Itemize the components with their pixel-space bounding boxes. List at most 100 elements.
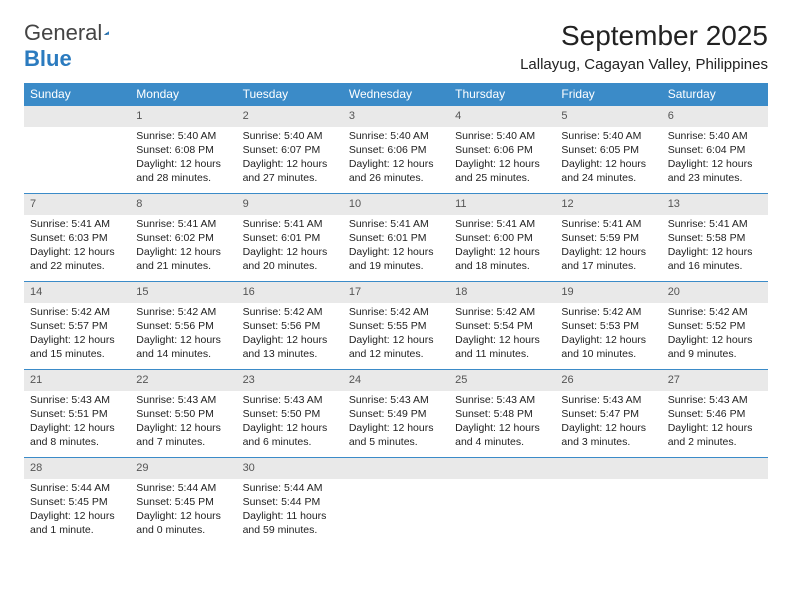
day-body: Sunrise: 5:40 AMSunset: 6:08 PMDaylight:…: [130, 127, 236, 190]
sunrise-text: Sunrise: 5:41 AM: [668, 217, 762, 231]
sunrise-text: Sunrise: 5:43 AM: [455, 393, 549, 407]
day-number: 12: [555, 194, 661, 215]
weekday-header: Sunday: [24, 83, 130, 106]
daylight-text: Daylight: 12 hours and 13 minutes.: [243, 333, 337, 361]
daylight-text: Daylight: 12 hours and 22 minutes.: [30, 245, 124, 273]
sunrise-text: Sunrise: 5:43 AM: [136, 393, 230, 407]
calendar-day-cell: 23Sunrise: 5:43 AMSunset: 5:50 PMDayligh…: [237, 370, 343, 458]
calendar-day-cell: 30Sunrise: 5:44 AMSunset: 5:44 PMDayligh…: [237, 458, 343, 546]
daylight-text: Daylight: 12 hours and 9 minutes.: [668, 333, 762, 361]
day-body: Sunrise: 5:42 AMSunset: 5:56 PMDaylight:…: [130, 303, 236, 366]
day-number: 22: [130, 370, 236, 391]
day-number: 25: [449, 370, 555, 391]
logo-triangle-icon: [104, 24, 109, 42]
calendar-day-cell: 26Sunrise: 5:43 AMSunset: 5:47 PMDayligh…: [555, 370, 661, 458]
day-body: Sunrise: 5:42 AMSunset: 5:56 PMDaylight:…: [237, 303, 343, 366]
weekday-header: Friday: [555, 83, 661, 106]
logo-text-1: General: [24, 20, 102, 46]
daylight-text: Daylight: 12 hours and 24 minutes.: [561, 157, 655, 185]
sunset-text: Sunset: 6:01 PM: [243, 231, 337, 245]
calendar-day-cell: 9Sunrise: 5:41 AMSunset: 6:01 PMDaylight…: [237, 194, 343, 282]
day-body: Sunrise: 5:43 AMSunset: 5:50 PMDaylight:…: [130, 391, 236, 454]
calendar-day-cell: 7Sunrise: 5:41 AMSunset: 6:03 PMDaylight…: [24, 194, 130, 282]
weekday-header: Saturday: [662, 83, 768, 106]
daylight-text: Daylight: 12 hours and 5 minutes.: [349, 421, 443, 449]
brand-logo: General: [24, 20, 132, 46]
daylight-text: Daylight: 12 hours and 2 minutes.: [668, 421, 762, 449]
calendar-week-row: 14Sunrise: 5:42 AMSunset: 5:57 PMDayligh…: [24, 282, 768, 370]
calendar-day-cell: 27Sunrise: 5:43 AMSunset: 5:46 PMDayligh…: [662, 370, 768, 458]
calendar-day-cell: 2Sunrise: 5:40 AMSunset: 6:07 PMDaylight…: [237, 106, 343, 194]
day-body: Sunrise: 5:44 AMSunset: 5:45 PMDaylight:…: [24, 479, 130, 542]
sunset-text: Sunset: 5:50 PM: [136, 407, 230, 421]
day-number: 10: [343, 194, 449, 215]
calendar-week-row: 7Sunrise: 5:41 AMSunset: 6:03 PMDaylight…: [24, 194, 768, 282]
location-subtitle: Lallayug, Cagayan Valley, Philippines: [520, 56, 768, 73]
day-body: Sunrise: 5:43 AMSunset: 5:50 PMDaylight:…: [237, 391, 343, 454]
day-number: 15: [130, 282, 236, 303]
sunset-text: Sunset: 5:52 PM: [668, 319, 762, 333]
day-number: 20: [662, 282, 768, 303]
sunset-text: Sunset: 5:44 PM: [243, 495, 337, 509]
sunset-text: Sunset: 5:51 PM: [30, 407, 124, 421]
day-body: Sunrise: 5:41 AMSunset: 6:00 PMDaylight:…: [449, 215, 555, 278]
day-body: Sunrise: 5:42 AMSunset: 5:52 PMDaylight:…: [662, 303, 768, 366]
sunrise-text: Sunrise: 5:40 AM: [561, 129, 655, 143]
calendar-day-cell: 4Sunrise: 5:40 AMSunset: 6:06 PMDaylight…: [449, 106, 555, 194]
sunset-text: Sunset: 6:01 PM: [349, 231, 443, 245]
sunset-text: Sunset: 5:54 PM: [455, 319, 549, 333]
sunrise-text: Sunrise: 5:41 AM: [136, 217, 230, 231]
sunrise-text: Sunrise: 5:41 AM: [30, 217, 124, 231]
day-number: 16: [237, 282, 343, 303]
calendar-day-cell: 16Sunrise: 5:42 AMSunset: 5:56 PMDayligh…: [237, 282, 343, 370]
daylight-text: Daylight: 12 hours and 23 minutes.: [668, 157, 762, 185]
sunrise-text: Sunrise: 5:40 AM: [455, 129, 549, 143]
calendar-day-cell: 10Sunrise: 5:41 AMSunset: 6:01 PMDayligh…: [343, 194, 449, 282]
day-body: Sunrise: 5:43 AMSunset: 5:48 PMDaylight:…: [449, 391, 555, 454]
sunset-text: Sunset: 5:55 PM: [349, 319, 443, 333]
daylight-text: Daylight: 12 hours and 14 minutes.: [136, 333, 230, 361]
day-body: Sunrise: 5:40 AMSunset: 6:06 PMDaylight:…: [343, 127, 449, 190]
day-number: 7: [24, 194, 130, 215]
day-number: 28: [24, 458, 130, 479]
sunrise-text: Sunrise: 5:43 AM: [349, 393, 443, 407]
day-body: Sunrise: 5:40 AMSunset: 6:07 PMDaylight:…: [237, 127, 343, 190]
daylight-text: Daylight: 12 hours and 21 minutes.: [136, 245, 230, 273]
calendar-day-cell: 18Sunrise: 5:42 AMSunset: 5:54 PMDayligh…: [449, 282, 555, 370]
calendar-day-cell: [555, 458, 661, 546]
sunset-text: Sunset: 5:53 PM: [561, 319, 655, 333]
calendar-day-cell: [449, 458, 555, 546]
daylight-text: Daylight: 12 hours and 3 minutes.: [561, 421, 655, 449]
calendar-day-cell: 21Sunrise: 5:43 AMSunset: 5:51 PMDayligh…: [24, 370, 130, 458]
calendar-day-cell: 22Sunrise: 5:43 AMSunset: 5:50 PMDayligh…: [130, 370, 236, 458]
weekday-header: Tuesday: [237, 83, 343, 106]
sunset-text: Sunset: 6:03 PM: [30, 231, 124, 245]
sunrise-text: Sunrise: 5:40 AM: [668, 129, 762, 143]
daylight-text: Daylight: 12 hours and 4 minutes.: [455, 421, 549, 449]
calendar-day-cell: 11Sunrise: 5:41 AMSunset: 6:00 PMDayligh…: [449, 194, 555, 282]
sunrise-text: Sunrise: 5:44 AM: [136, 481, 230, 495]
day-body: Sunrise: 5:43 AMSunset: 5:47 PMDaylight:…: [555, 391, 661, 454]
daylight-text: Daylight: 12 hours and 25 minutes.: [455, 157, 549, 185]
sunset-text: Sunset: 5:45 PM: [30, 495, 124, 509]
weekday-header: Monday: [130, 83, 236, 106]
calendar-table: Sunday Monday Tuesday Wednesday Thursday…: [24, 83, 768, 546]
sunrise-text: Sunrise: 5:42 AM: [136, 305, 230, 319]
day-body: Sunrise: 5:41 AMSunset: 6:01 PMDaylight:…: [237, 215, 343, 278]
sunrise-text: Sunrise: 5:43 AM: [30, 393, 124, 407]
day-number: 8: [130, 194, 236, 215]
day-number-empty: [343, 458, 449, 479]
day-number: 24: [343, 370, 449, 391]
sunrise-text: Sunrise: 5:43 AM: [668, 393, 762, 407]
weekday-header: Thursday: [449, 83, 555, 106]
sunrise-text: Sunrise: 5:44 AM: [243, 481, 337, 495]
sunset-text: Sunset: 5:58 PM: [668, 231, 762, 245]
calendar-day-cell: 12Sunrise: 5:41 AMSunset: 5:59 PMDayligh…: [555, 194, 661, 282]
sunrise-text: Sunrise: 5:40 AM: [349, 129, 443, 143]
sunrise-text: Sunrise: 5:42 AM: [668, 305, 762, 319]
calendar-day-cell: 29Sunrise: 5:44 AMSunset: 5:45 PMDayligh…: [130, 458, 236, 546]
sunset-text: Sunset: 6:02 PM: [136, 231, 230, 245]
day-number-empty: [555, 458, 661, 479]
day-body: Sunrise: 5:41 AMSunset: 6:03 PMDaylight:…: [24, 215, 130, 278]
sunrise-text: Sunrise: 5:41 AM: [455, 217, 549, 231]
